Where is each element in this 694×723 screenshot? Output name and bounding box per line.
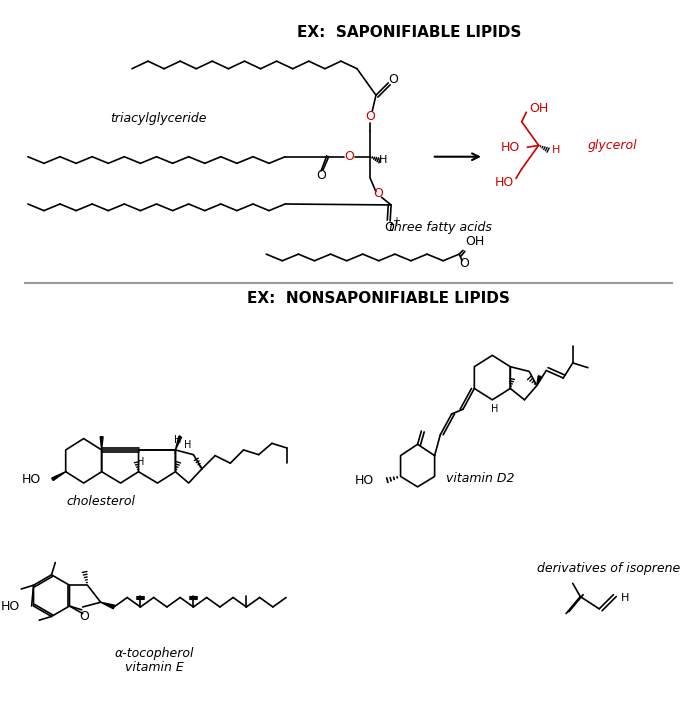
Text: O: O: [80, 610, 90, 623]
Text: H: H: [552, 145, 560, 155]
Text: O: O: [365, 111, 375, 124]
Text: vitamin D2: vitamin D2: [446, 472, 514, 485]
Text: +: +: [392, 216, 400, 226]
Text: HO: HO: [495, 176, 514, 189]
Text: H: H: [174, 435, 181, 445]
Text: HO: HO: [355, 474, 374, 487]
Text: derivatives of isoprene: derivatives of isoprene: [537, 562, 680, 575]
Text: HO: HO: [500, 141, 520, 154]
Text: H: H: [491, 404, 498, 414]
Text: HO: HO: [22, 473, 41, 486]
Text: O: O: [316, 169, 326, 182]
Text: OH: OH: [530, 102, 548, 115]
Text: vitamin E: vitamin E: [125, 661, 184, 674]
Text: O: O: [459, 257, 469, 270]
Polygon shape: [536, 376, 541, 385]
Polygon shape: [101, 602, 115, 609]
Text: triacylglyceride: triacylglyceride: [110, 112, 207, 125]
Polygon shape: [100, 437, 103, 450]
Text: OH: OH: [465, 236, 484, 248]
Text: three fatty acids: three fatty acids: [389, 221, 492, 234]
Text: EX:  SAPONIFIABLE LIPIDS: EX: SAPONIFIABLE LIPIDS: [297, 25, 522, 40]
Text: O: O: [344, 150, 355, 163]
Text: H: H: [137, 457, 144, 467]
Text: glycerol: glycerol: [588, 139, 638, 152]
Text: HO: HO: [1, 599, 20, 612]
Polygon shape: [52, 471, 66, 481]
Text: EX:  NONSAPONIFIABLE LIPIDS: EX: NONSAPONIFIABLE LIPIDS: [247, 291, 510, 306]
Polygon shape: [176, 436, 182, 450]
Text: O: O: [384, 221, 394, 234]
Text: O: O: [388, 72, 398, 85]
Text: α-tocopherol: α-tocopherol: [115, 647, 194, 660]
Text: H: H: [184, 440, 192, 450]
Text: cholesterol: cholesterol: [66, 495, 135, 508]
Text: O: O: [373, 187, 383, 200]
Text: H: H: [380, 155, 388, 165]
Text: H: H: [621, 593, 629, 602]
